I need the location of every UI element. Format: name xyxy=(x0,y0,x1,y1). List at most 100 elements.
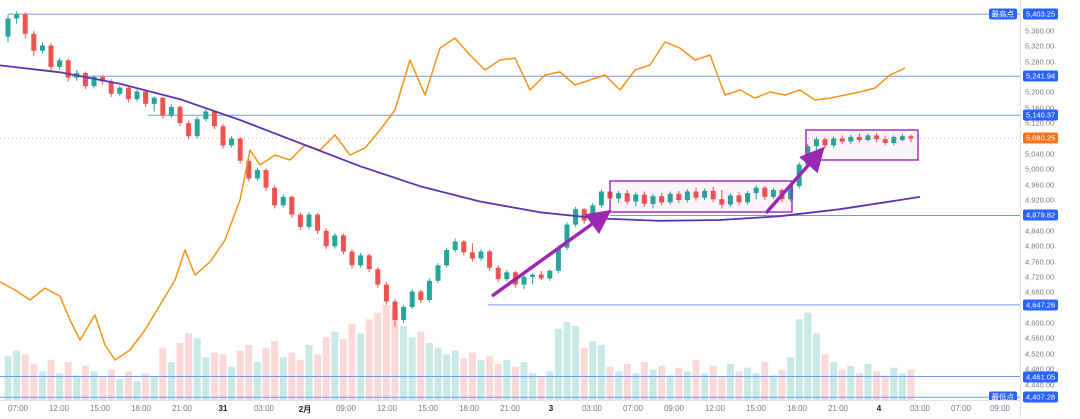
volume-bar xyxy=(838,369,846,400)
candle-body xyxy=(762,187,768,197)
volume-bar xyxy=(81,365,89,400)
candle-body xyxy=(340,235,346,252)
price-chart-pane[interactable]: 最高点 最低点 xyxy=(0,0,1020,400)
volume-bar xyxy=(881,375,889,400)
annotation-arrow[interactable] xyxy=(764,146,825,215)
candle-body xyxy=(39,45,45,51)
volume-bar xyxy=(778,369,786,400)
annotation-arrow[interactable] xyxy=(490,209,612,298)
candle-body xyxy=(349,251,355,266)
volume-bar xyxy=(193,338,201,400)
candle-body xyxy=(753,187,759,194)
volume-bar xyxy=(314,354,322,400)
volume-bar xyxy=(761,362,769,400)
candle-body xyxy=(392,301,398,320)
volume-bar xyxy=(589,341,597,400)
candle-body xyxy=(727,195,733,205)
volume-bar xyxy=(511,366,519,400)
volume-bar xyxy=(64,362,72,400)
candle-body xyxy=(633,194,639,202)
price-level-badge[interactable]: 5,241.94 xyxy=(1023,70,1059,82)
candle-body xyxy=(435,265,441,281)
volume-bar xyxy=(890,367,898,400)
volume-bar xyxy=(4,356,12,400)
volume-bar xyxy=(675,367,683,400)
candle-body xyxy=(65,60,71,78)
annotation-box[interactable] xyxy=(805,129,919,161)
candle-body xyxy=(332,235,338,247)
volume-bar xyxy=(855,373,863,400)
candle-body xyxy=(831,138,837,146)
time-tick-label: 09:00 xyxy=(663,404,685,413)
volume-bar xyxy=(537,377,545,400)
orange-indicator-line[interactable] xyxy=(0,37,906,361)
volume-bar xyxy=(615,371,623,400)
candle-body xyxy=(254,170,260,179)
candle-body xyxy=(788,186,794,200)
volume-bar xyxy=(623,363,631,400)
candle-body xyxy=(358,255,364,266)
volume-bar xyxy=(898,373,906,400)
candle-body xyxy=(151,97,157,104)
volume-bar xyxy=(701,373,709,400)
annotation-box[interactable] xyxy=(609,180,793,213)
price-tick-label: 5,320.00 xyxy=(1025,41,1055,51)
volume-bar xyxy=(606,366,614,400)
volume-bar xyxy=(640,362,648,400)
candle-body xyxy=(564,224,570,248)
volume-bar xyxy=(133,381,141,400)
price-level-badge[interactable]: 4,461.05 xyxy=(1023,371,1059,383)
candle-body xyxy=(839,138,845,142)
volume-bar xyxy=(417,331,425,400)
volume-bar xyxy=(692,360,700,400)
price-tick-label: 4,920.00 xyxy=(1025,195,1055,205)
candle-body xyxy=(289,196,295,215)
volume-bar xyxy=(400,325,408,400)
candle-body xyxy=(882,139,888,143)
highest-point-tag: 最高点 xyxy=(988,8,1017,20)
candle-body xyxy=(48,45,54,67)
candle-body xyxy=(117,87,123,94)
purple-ma-line[interactable] xyxy=(0,64,921,222)
price-level-badge[interactable]: 4,647.26 xyxy=(1023,299,1059,311)
candlestick-canvas[interactable] xyxy=(0,0,1020,400)
price-level-badge[interactable]: 4,407.28 xyxy=(1023,391,1059,403)
price-tick-label: 4,840.00 xyxy=(1025,226,1055,236)
volume-bar xyxy=(228,366,236,400)
price-level-badge[interactable]: 5,403.25 xyxy=(1023,8,1059,20)
volume-bar xyxy=(683,371,691,400)
price-axis[interactable]: 5,400.005,360.005,320.005,280.005,240.00… xyxy=(1020,0,1080,418)
candle-body xyxy=(624,193,630,202)
price-tick-label: 4,480.00 xyxy=(1025,364,1055,374)
candle-body xyxy=(598,191,604,206)
volume-bar xyxy=(580,347,588,400)
candle-body xyxy=(908,136,914,139)
price-tick-label: 5,160.00 xyxy=(1025,103,1055,113)
volume-bar xyxy=(56,373,64,400)
time-tick-label: 18:00 xyxy=(786,404,808,413)
candle-body xyxy=(194,119,200,137)
volume-bar xyxy=(236,350,244,400)
time-axis[interactable]: 07:00 12:00 15:00 18:00 21:00 31 03:00 2月 09:00 1… xyxy=(0,400,1020,419)
time-tick-label: 03:00 xyxy=(581,404,603,413)
time-tick-label: 12:00 xyxy=(376,404,398,413)
price-level-badge[interactable]: 4,879.82 xyxy=(1023,209,1059,221)
volume-bar xyxy=(339,339,347,400)
candle-body xyxy=(452,241,458,250)
price-tick-label: 5,040.00 xyxy=(1025,149,1055,159)
volume-bar xyxy=(271,341,279,400)
price-level-badge[interactable]: 5,140.37 xyxy=(1023,109,1059,121)
volume-bar xyxy=(142,373,150,400)
volume-bars xyxy=(4,305,915,400)
candle-body xyxy=(521,276,527,285)
volume-bar xyxy=(30,363,38,400)
candle-body xyxy=(323,230,329,247)
current-price-badge[interactable]: 5,080.25 xyxy=(1023,132,1059,144)
candle-body xyxy=(401,306,407,320)
candle-body xyxy=(160,97,166,116)
candle-body xyxy=(504,272,510,280)
candle-body xyxy=(263,170,269,188)
volume-bar xyxy=(365,319,373,400)
candle-body xyxy=(676,193,682,200)
time-tick-label: 12:00 xyxy=(704,404,726,413)
